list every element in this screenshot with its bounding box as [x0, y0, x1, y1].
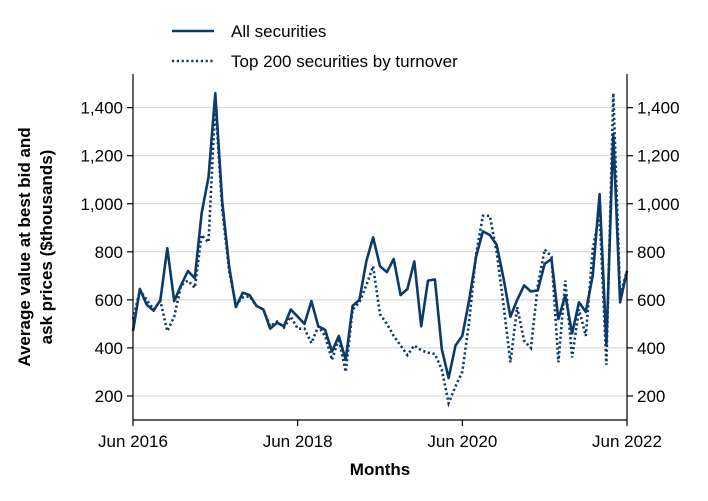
- y-tick-label-left: 1,400: [80, 99, 123, 118]
- series-line-top-200: [131, 93, 629, 408]
- x-tick-label: Jun 2016: [98, 432, 168, 451]
- gridlines: [133, 107, 627, 397]
- x-tick-label: Jun 2022: [592, 432, 662, 451]
- x-tick-label: Jun 2020: [427, 432, 497, 451]
- y-tick-label-right: 400: [637, 339, 665, 358]
- y-tick-label-right: 1,000: [637, 195, 680, 214]
- series-line-all-securities: [131, 91, 629, 380]
- x-tick-label: Jun 2018: [263, 432, 333, 451]
- legend-label-top-200: Top 200 securities by turnover: [231, 52, 458, 71]
- y-axis-title-line1: Average value at best bid and: [15, 127, 34, 366]
- y-tick-label-left: 1,200: [80, 147, 123, 166]
- y-tick-label-right: 600: [637, 291, 665, 310]
- y-tick-label-right: 1,200: [637, 147, 680, 166]
- x-axis-title: Months: [350, 460, 410, 479]
- y-tick-label-right: 200: [637, 387, 665, 406]
- axes: [132, 74, 628, 421]
- y-axis-title-line2: ask prices ($thousands): [37, 150, 56, 345]
- y-tick-label-left: 600: [95, 291, 123, 310]
- legend-label-all-securities: All securities: [231, 22, 326, 41]
- y-tick-label-right: 800: [637, 243, 665, 262]
- y-tick-label-left: 800: [95, 243, 123, 262]
- series-layer: [131, 91, 629, 408]
- ticks: 200 200 400 400 600 600 800 800 1,000 1,000 1,200 1…: [80, 99, 679, 451]
- y-tick-label-left: 400: [95, 339, 123, 358]
- y-tick-label-left: 200: [95, 387, 123, 406]
- y-tick-label-left: 1,000: [80, 195, 123, 214]
- legend: All securities Top 200 securities by tur…: [172, 22, 458, 71]
- y-tick-label-right: 1,400: [637, 99, 680, 118]
